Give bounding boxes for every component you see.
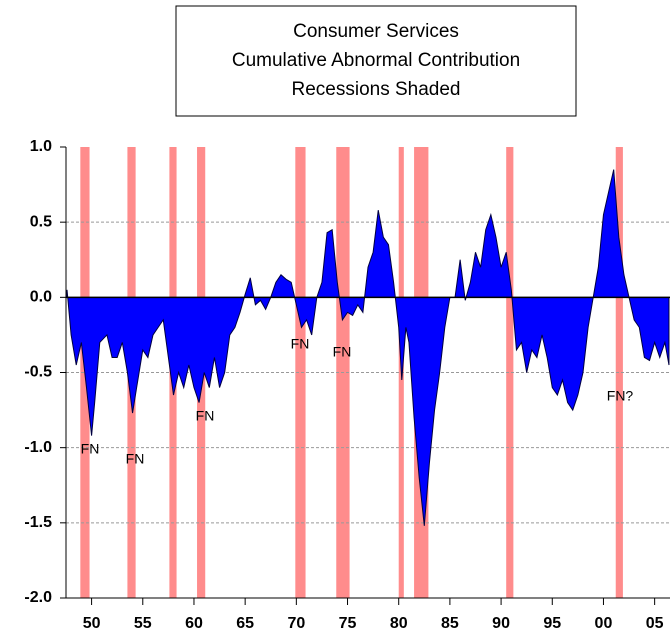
recession-band [506,147,514,598]
x-tick-label: 50 [83,615,101,632]
y-tick-label: -1.0 [24,439,52,456]
recession-band [295,147,306,598]
x-tick-label: 65 [236,615,254,632]
x-tick-label: 55 [134,615,152,632]
chart-subtitle: Recessions Shaded [292,79,461,100]
annotation: FN [196,408,215,424]
annotation: FN [126,451,145,467]
x-tick-label: 95 [543,615,561,632]
y-tick-label: 0.5 [30,213,52,230]
annotation: FN [333,344,352,360]
y-tick-label: -1.5 [24,514,52,531]
recession-band [615,147,623,598]
annotation: FN? [607,388,634,404]
y-tick-label: 1.0 [30,138,52,155]
x-tick-label: 75 [339,615,357,632]
x-tick-label: 00 [595,615,613,632]
x-tick-label: 90 [492,615,510,632]
y-tick-label: -2.0 [24,589,52,606]
x-tick-label: 80 [390,615,408,632]
x-tick-label: 05 [646,615,664,632]
x-tick-label: 85 [441,615,459,632]
y-tick-label: -0.5 [24,364,52,381]
y-tick-label: 0.0 [30,289,52,306]
x-tick-label: 60 [185,615,203,632]
area [66,169,670,526]
title-box [175,5,577,117]
x-tick-label: 70 [287,615,305,632]
annotation: FN [81,441,100,457]
chart-title: Consumer Services [293,21,459,42]
chart-subtitle: Cumulative Abnormal Contribution [232,50,520,71]
annotation: FN [291,336,310,352]
